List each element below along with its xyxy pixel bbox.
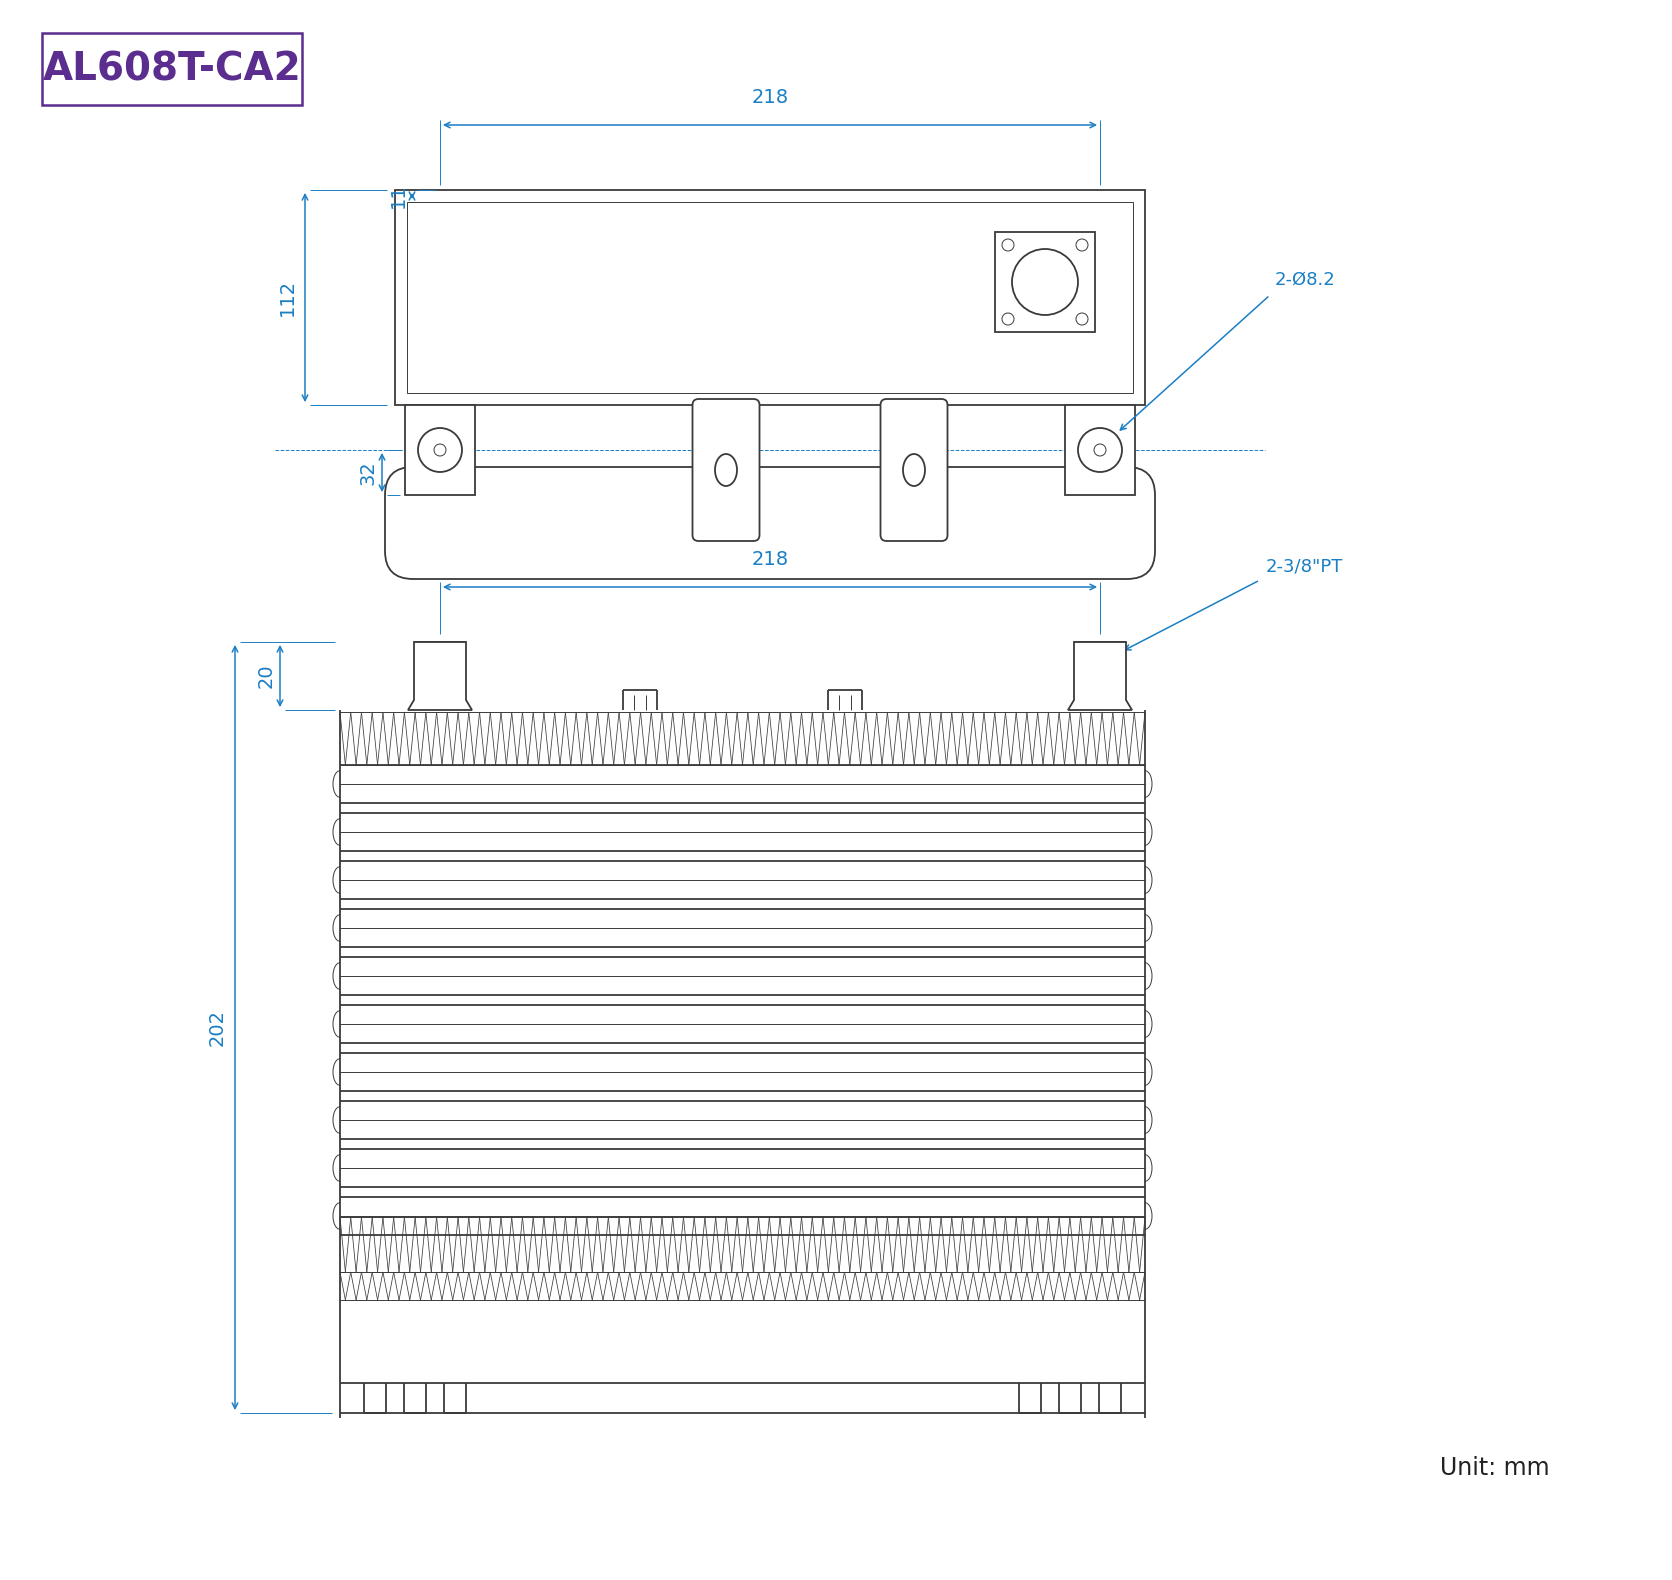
Text: Unit: mm: Unit: mm xyxy=(1440,1457,1550,1480)
Bar xyxy=(42,33,303,104)
FancyBboxPatch shape xyxy=(692,400,759,540)
Text: AL608T-CA2: AL608T-CA2 xyxy=(42,51,301,88)
Polygon shape xyxy=(1068,641,1132,709)
Text: 2-3/8"PT: 2-3/8"PT xyxy=(1266,558,1343,575)
Text: 32: 32 xyxy=(358,460,378,485)
Text: 202: 202 xyxy=(207,1010,226,1046)
FancyBboxPatch shape xyxy=(385,468,1155,578)
Text: 112: 112 xyxy=(278,280,296,316)
Bar xyxy=(405,404,475,495)
Text: 218: 218 xyxy=(751,88,789,107)
Text: 218: 218 xyxy=(751,550,789,569)
Text: 2-Ø8.2: 2-Ø8.2 xyxy=(1276,272,1336,289)
Text: 20: 20 xyxy=(256,664,276,689)
Bar xyxy=(395,190,1145,404)
Bar xyxy=(406,202,1134,393)
FancyBboxPatch shape xyxy=(881,400,948,540)
Polygon shape xyxy=(408,641,472,709)
Bar xyxy=(1065,404,1135,495)
Text: 11: 11 xyxy=(388,183,408,209)
Bar xyxy=(995,232,1095,332)
